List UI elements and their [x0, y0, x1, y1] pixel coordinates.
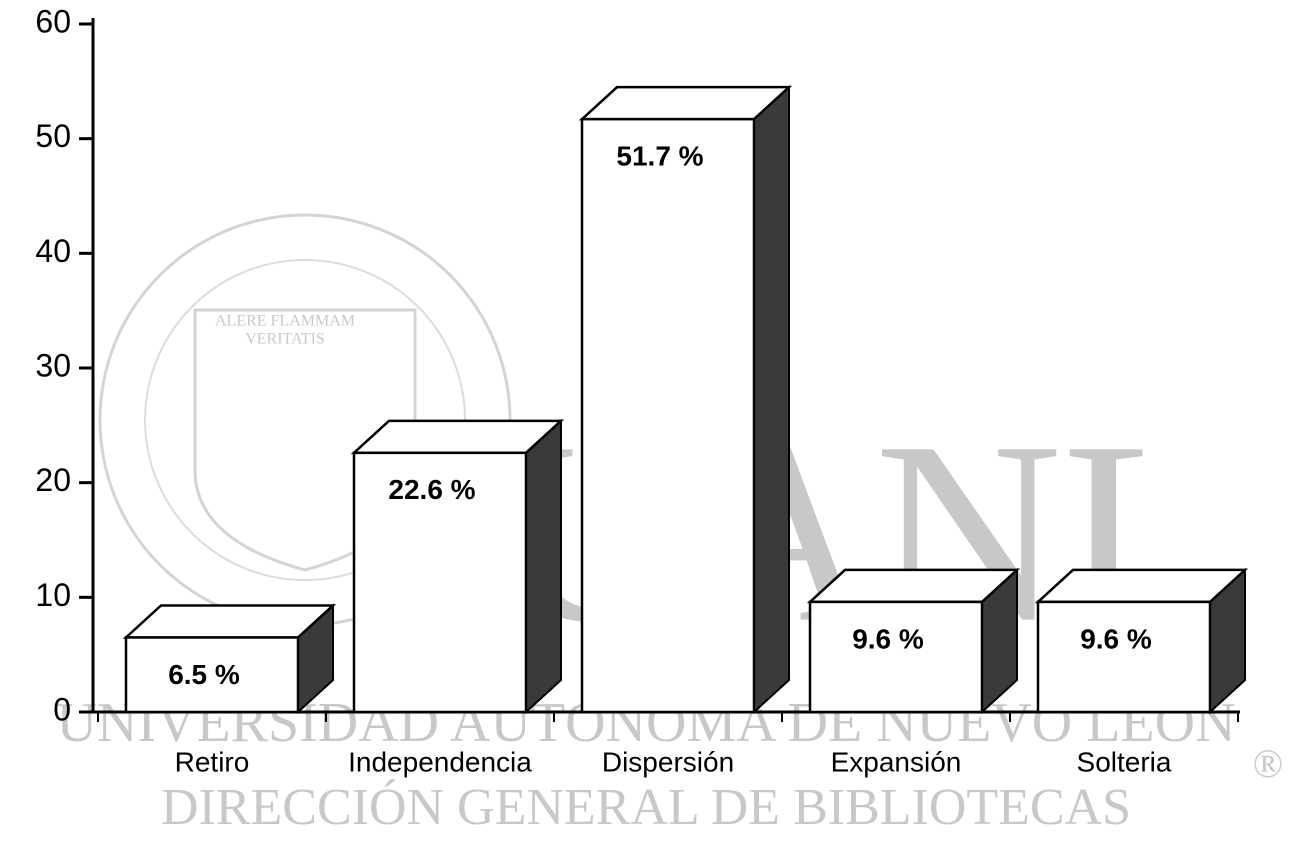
bar-top — [806, 568, 1021, 604]
y-tick-label: 50 — [35, 118, 71, 154]
bar-top — [578, 85, 793, 121]
value-label: 9.6 % — [852, 623, 924, 654]
y-tick-label: 20 — [35, 462, 71, 498]
value-label: 6.5 % — [168, 659, 240, 690]
bar-top — [1034, 568, 1249, 604]
bar — [1034, 567, 1249, 715]
watermark-motto: ALERE FLAMMAM — [215, 313, 355, 330]
bar-side — [753, 84, 790, 715]
y-tick-label: 10 — [35, 577, 71, 613]
x-tick-label: Solteria — [1077, 746, 1172, 777]
watermark-library: DIRECCIÓN GENERAL DE BIBLIOTECAS — [161, 778, 1131, 836]
bar-front — [1036, 600, 1212, 714]
value-label: 22.6 % — [388, 474, 475, 505]
x-tick-label: Dispersión — [602, 746, 734, 777]
bar — [122, 603, 337, 715]
value-label: 9.6 % — [1080, 623, 1152, 654]
bar-top — [122, 604, 337, 639]
value-label: 51.7 % — [616, 141, 703, 172]
bar-front — [580, 117, 756, 714]
y-tick-label: 30 — [35, 347, 71, 383]
bar — [350, 418, 565, 715]
bar-top — [350, 419, 565, 455]
bar-front — [352, 451, 528, 714]
watermark-motto: VERITATIS — [245, 331, 325, 348]
bar — [578, 84, 793, 715]
bar-side — [525, 418, 562, 715]
y-tick-label: 60 — [35, 3, 71, 39]
bar-front — [124, 636, 300, 714]
y-tick-label: 0 — [53, 691, 71, 727]
x-tick-label: Retiro — [175, 746, 250, 777]
x-tick-label: Independencia — [348, 746, 532, 777]
y-tick-label: 40 — [35, 233, 71, 269]
x-tick-label: Expansión — [831, 746, 962, 777]
bar — [806, 567, 1021, 715]
bar-front — [808, 600, 984, 714]
watermark-registered: ® — [1253, 741, 1283, 786]
